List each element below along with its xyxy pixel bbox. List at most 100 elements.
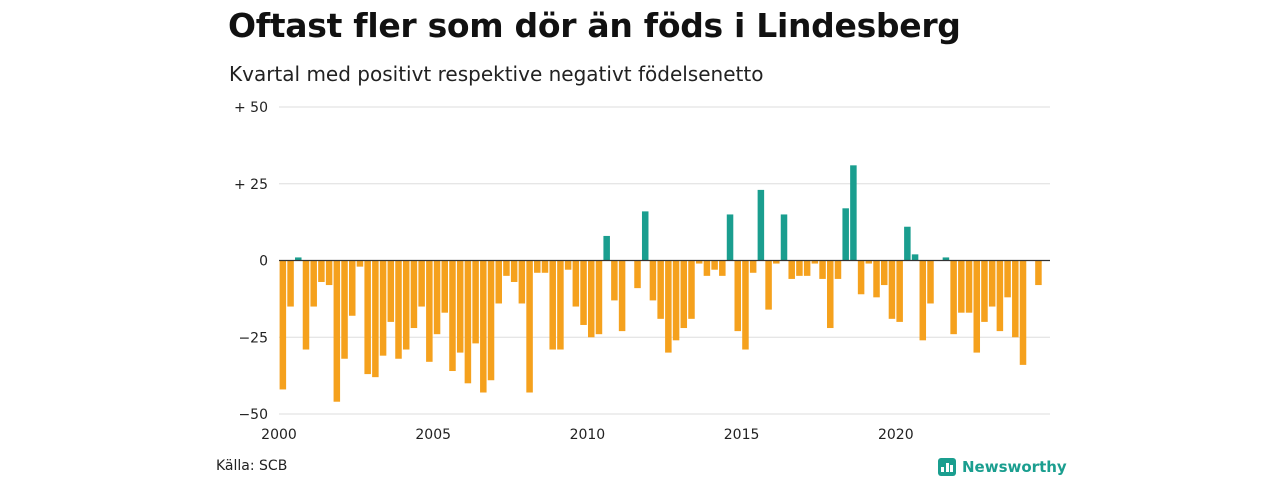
bar[interactable] [503, 260, 510, 276]
bar[interactable] [472, 260, 479, 344]
bar[interactable] [888, 260, 896, 319]
bar[interactable] [572, 260, 580, 307]
bar[interactable] [958, 260, 965, 313]
bar[interactable] [456, 260, 464, 353]
bar[interactable] [1004, 260, 1011, 298]
bar[interactable] [541, 260, 549, 273]
bar[interactable] [981, 260, 988, 322]
bar[interactable] [487, 260, 495, 381]
bar[interactable] [464, 260, 472, 384]
bar[interactable] [1019, 260, 1027, 365]
bar[interactable] [534, 260, 541, 273]
bar[interactable] [865, 260, 873, 264]
bar[interactable] [896, 260, 903, 322]
bar[interactable] [333, 260, 341, 402]
bar[interactable] [441, 260, 449, 313]
bar[interactable] [564, 260, 572, 270]
bar[interactable] [1012, 260, 1019, 338]
bar[interactable] [410, 260, 418, 329]
bar[interactable] [749, 260, 757, 273]
bar[interactable] [356, 260, 364, 267]
bar[interactable] [803, 260, 811, 276]
bar[interactable] [880, 260, 888, 286]
bar[interactable] [325, 260, 333, 286]
bar[interactable] [618, 260, 626, 332]
bar[interactable] [295, 257, 302, 261]
bar[interactable] [611, 260, 618, 301]
bar[interactable] [788, 260, 795, 279]
bar[interactable] [449, 260, 456, 372]
bar[interactable] [526, 260, 533, 393]
bar[interactable] [418, 260, 425, 307]
chart-subtitle: Kvartal med positivt respektive negativt… [229, 62, 764, 86]
bar[interactable] [988, 260, 996, 307]
bar[interactable] [518, 260, 526, 304]
bar[interactable] [711, 260, 718, 270]
bar[interactable] [680, 260, 688, 329]
bar[interactable] [726, 214, 734, 261]
bar[interactable] [318, 260, 325, 282]
bar[interactable] [580, 260, 587, 325]
bar[interactable] [719, 260, 726, 276]
bar[interactable] [765, 260, 772, 310]
bar[interactable] [287, 260, 294, 307]
bar[interactable] [950, 260, 957, 335]
x-tick-label: 2000 [261, 427, 297, 443]
bar[interactable] [634, 260, 641, 289]
bar[interactable] [387, 260, 395, 322]
bar[interactable] [603, 235, 610, 261]
bar[interactable] [395, 260, 402, 359]
bar[interactable] [780, 214, 788, 261]
bar[interactable] [426, 260, 433, 362]
bar[interactable] [734, 260, 741, 332]
bar[interactable] [942, 257, 950, 261]
bar[interactable] [549, 260, 556, 350]
bar[interactable] [819, 260, 826, 279]
bar[interactable] [672, 260, 680, 341]
bar[interactable] [834, 260, 842, 279]
bar[interactable] [703, 260, 711, 276]
bar[interactable] [348, 260, 356, 316]
bar[interactable] [279, 260, 287, 390]
bar[interactable] [495, 260, 502, 304]
bar[interactable] [688, 260, 695, 319]
bar[interactable] [310, 260, 317, 307]
bar[interactable] [641, 211, 649, 261]
bar[interactable] [965, 260, 973, 313]
bar[interactable] [372, 260, 379, 378]
bar[interactable] [927, 260, 934, 304]
bar[interactable] [827, 260, 834, 329]
bar[interactable] [665, 260, 672, 353]
bar[interactable] [649, 260, 657, 301]
bar[interactable] [873, 260, 880, 298]
bar[interactable] [857, 260, 865, 295]
bar[interactable] [911, 254, 919, 261]
bar[interactable] [595, 260, 603, 335]
bar[interactable] [302, 260, 310, 350]
bar[interactable] [757, 189, 765, 261]
bar[interactable] [480, 260, 487, 393]
bar[interactable] [341, 260, 348, 359]
bar[interactable] [796, 260, 803, 276]
bar[interactable] [433, 260, 441, 335]
bar[interactable] [850, 165, 857, 261]
bar[interactable] [695, 260, 703, 264]
bar[interactable] [402, 260, 410, 350]
bar[interactable] [364, 260, 371, 375]
bar[interactable] [379, 260, 387, 356]
newsworthy-logo[interactable]: Newsworthy [938, 456, 1067, 478]
bar[interactable] [1035, 260, 1042, 286]
bar[interactable] [996, 260, 1004, 332]
bar[interactable] [904, 226, 911, 261]
bar[interactable] [973, 260, 981, 353]
x-axis-labels: 2000 2005 2010 2015 2020 [261, 427, 913, 443]
bar[interactable] [773, 260, 780, 264]
bar[interactable] [557, 260, 564, 350]
bar[interactable] [657, 260, 664, 319]
bar[interactable] [842, 208, 849, 261]
bar[interactable] [588, 260, 595, 338]
bar[interactable] [919, 260, 927, 341]
bar[interactable] [811, 260, 819, 264]
bar[interactable] [510, 260, 518, 282]
bar[interactable] [742, 260, 749, 350]
